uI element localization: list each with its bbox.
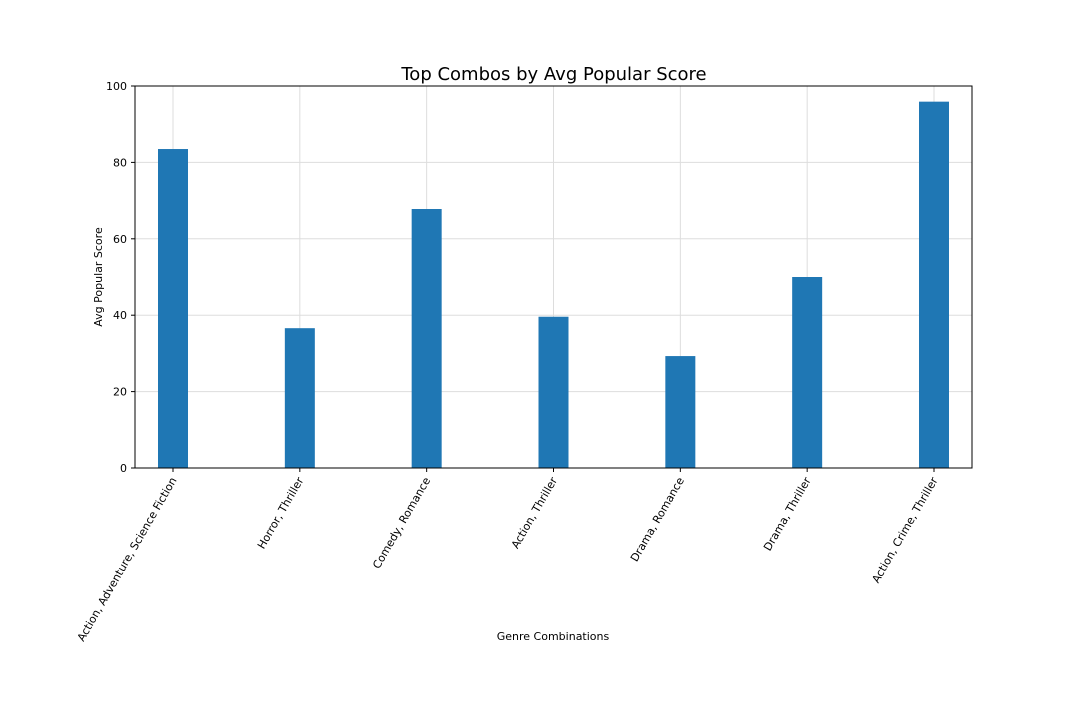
bar [284, 328, 315, 468]
x-tick-label: Action, Thriller [509, 475, 561, 551]
x-tick-label: Drama, Romance [628, 475, 687, 564]
bars [158, 101, 949, 469]
chart-title: Top Combos by Avg Popular Score [400, 64, 706, 85]
x-axis-label: Genre Combinations [497, 630, 610, 643]
x-tick-label: Comedy, Romance [370, 475, 433, 571]
y-tick-label: 60 [113, 233, 127, 246]
bar [538, 316, 569, 468]
y-tick-label: 80 [113, 156, 127, 169]
x-tick-label: Action, Crime, Thriller [869, 475, 940, 586]
y-tick-label: 100 [106, 80, 127, 93]
x-tick-label: Horror, Thriller [255, 475, 307, 552]
bar [792, 277, 823, 468]
bar [411, 209, 442, 468]
bar [919, 101, 949, 469]
bar [158, 149, 188, 468]
y-tick-label: 20 [113, 386, 127, 399]
y-tick-label: 40 [113, 309, 127, 322]
x-tick-label: Drama, Thriller [761, 475, 814, 554]
x-tick-label: Action, Adventure, Science Fiction [75, 475, 180, 644]
y-axis-label: Avg Popular Score [92, 227, 105, 327]
bar [665, 356, 696, 468]
y-axis-ticks: 0 20 40 60 80 100 [106, 80, 135, 475]
y-tick-label: 0 [120, 462, 127, 475]
x-axis-ticks: Action, Adventure, Science Fiction Horror… [75, 468, 941, 644]
